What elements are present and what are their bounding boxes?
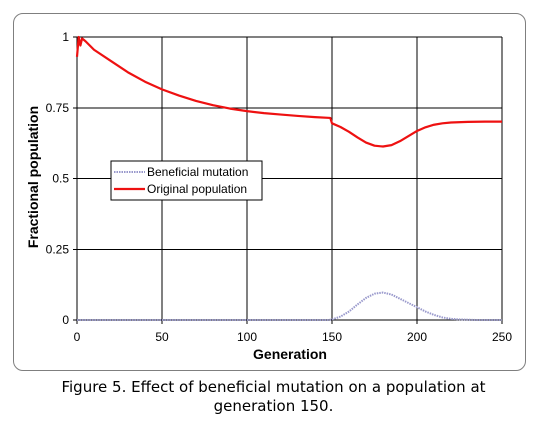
x-tick-label: 150 (322, 330, 342, 344)
caption-line-2: generation 150. (213, 397, 334, 415)
x-tick-label: 250 (492, 330, 512, 344)
chart-frame (13, 13, 526, 371)
legend-label-original: Original population (147, 182, 247, 196)
x-tick-label: 100 (237, 330, 257, 344)
figure-caption: Figure 5. Effect of beneficial mutation … (0, 378, 547, 416)
series-line-0 (77, 291, 502, 321)
x-axis-title: Generation (253, 346, 327, 362)
legend: Beneficial mutation Original population (110, 160, 263, 201)
x-tick-labels: 0 50 100 150 200 250 (74, 330, 513, 344)
y-tick-label: 0.5 (52, 172, 69, 186)
series-lines (75, 35, 502, 321)
line-chart: 0 50 100 150 200 250 0 0.25 0.5 0.75 1 Generation… (25, 30, 513, 362)
x-tick-label: 50 (155, 330, 169, 344)
y-tick-label: 0 (62, 313, 69, 327)
legend-label-beneficial: Beneficial mutation (147, 165, 248, 179)
legend-box (110, 160, 263, 201)
y-axis-title: Fractional population (25, 106, 41, 248)
x-tick-label: 0 (74, 330, 81, 344)
x-tick-label: 200 (407, 330, 427, 344)
y-tick-labels: 0 0.25 0.5 0.75 1 (46, 30, 70, 327)
y-tick-label: 1 (62, 30, 69, 44)
y-tick-label: 0.25 (46, 242, 70, 256)
caption-line-1: Figure 5. Effect of beneficial mutation … (61, 378, 486, 396)
series-line-1 (75, 35, 502, 148)
y-tick-label: 0.75 (46, 101, 70, 115)
